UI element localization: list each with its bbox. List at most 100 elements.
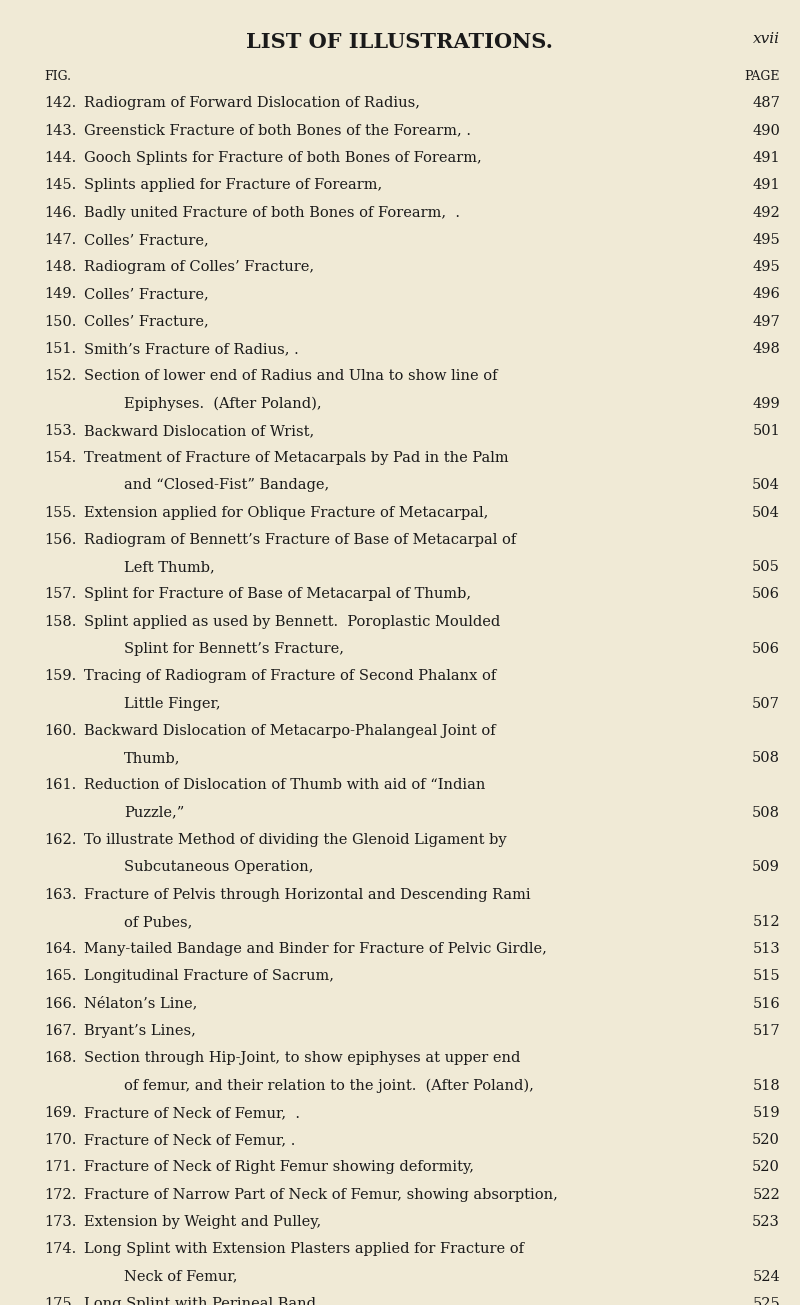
Text: Colles’ Fracture,: Colles’ Fracture, — [84, 315, 209, 329]
Text: 161.: 161. — [44, 779, 76, 792]
Text: Tracing of Radiogram of Fracture of Second Phalanx of: Tracing of Radiogram of Fracture of Seco… — [84, 669, 496, 684]
Text: 504: 504 — [752, 479, 780, 492]
Text: 505: 505 — [752, 560, 780, 574]
Text: 517: 517 — [752, 1024, 780, 1037]
Text: Many-tailed Bandage and Binder for Fracture of Pelvic Girdle,: Many-tailed Bandage and Binder for Fract… — [84, 942, 547, 957]
Text: 520: 520 — [752, 1133, 780, 1147]
Text: 164.: 164. — [44, 942, 76, 957]
Text: of Pubes,: of Pubes, — [124, 915, 192, 929]
Text: Thumb,: Thumb, — [124, 752, 181, 765]
Text: 166.: 166. — [44, 997, 77, 1010]
Text: 154.: 154. — [44, 452, 76, 465]
Text: 499: 499 — [752, 397, 780, 411]
Text: Colles’ Fracture,: Colles’ Fracture, — [84, 287, 209, 301]
Text: 155.: 155. — [44, 505, 76, 519]
Text: Splint for Bennett’s Fracture,: Splint for Bennett’s Fracture, — [124, 642, 344, 656]
Text: Splints applied for Fracture of Forearm,: Splints applied for Fracture of Forearm, — [84, 179, 382, 192]
Text: 513: 513 — [752, 942, 780, 957]
Text: Colles’ Fracture,: Colles’ Fracture, — [84, 232, 209, 247]
Text: 501: 501 — [752, 424, 780, 437]
Text: and “Closed-Fist” Bandage,: and “Closed-Fist” Bandage, — [124, 479, 330, 492]
Text: Splint applied as used by Bennett.  Poroplastic Moulded: Splint applied as used by Bennett. Porop… — [84, 615, 500, 629]
Text: 487: 487 — [752, 97, 780, 111]
Text: 159.: 159. — [44, 669, 76, 684]
Text: 150.: 150. — [44, 315, 76, 329]
Text: 173.: 173. — [44, 1215, 76, 1229]
Text: 143.: 143. — [44, 124, 76, 138]
Text: 152.: 152. — [44, 369, 76, 384]
Text: 163.: 163. — [44, 887, 77, 902]
Text: Radiogram of Colles’ Fracture,: Radiogram of Colles’ Fracture, — [84, 260, 314, 274]
Text: 148.: 148. — [44, 260, 76, 274]
Text: 507: 507 — [752, 697, 780, 711]
Text: 147.: 147. — [44, 232, 76, 247]
Text: Section of lower end of Radius and Ulna to show line of: Section of lower end of Radius and Ulna … — [84, 369, 498, 384]
Text: 498: 498 — [752, 342, 780, 356]
Text: 508: 508 — [752, 752, 780, 765]
Text: 492: 492 — [752, 206, 780, 219]
Text: Nélaton’s Line,: Nélaton’s Line, — [84, 997, 198, 1010]
Text: Fracture of Neck of Femur, .: Fracture of Neck of Femur, . — [84, 1133, 295, 1147]
Text: LIST OF ILLUSTRATIONS.: LIST OF ILLUSTRATIONS. — [246, 31, 554, 52]
Text: 171.: 171. — [44, 1160, 76, 1174]
Text: 496: 496 — [752, 287, 780, 301]
Text: Fracture of Neck of Right Femur showing deformity,: Fracture of Neck of Right Femur showing … — [84, 1160, 474, 1174]
Text: Extension applied for Oblique Fracture of Metacarpal,: Extension applied for Oblique Fracture o… — [84, 505, 488, 519]
Text: Radiogram of Bennett’s Fracture of Base of Metacarpal of: Radiogram of Bennett’s Fracture of Base … — [84, 532, 516, 547]
Text: Backward Dislocation of Wrist,: Backward Dislocation of Wrist, — [84, 424, 314, 437]
Text: 149.: 149. — [44, 287, 76, 301]
Text: Puzzle,”: Puzzle,” — [124, 805, 184, 820]
Text: 520: 520 — [752, 1160, 780, 1174]
Text: Long Splint with Extension Plasters applied for Fracture of: Long Splint with Extension Plasters appl… — [84, 1242, 524, 1257]
Text: 491: 491 — [752, 179, 780, 192]
Text: 153.: 153. — [44, 424, 76, 437]
Text: Little Finger,: Little Finger, — [124, 697, 221, 711]
Text: 160.: 160. — [44, 724, 77, 737]
Text: 167.: 167. — [44, 1024, 76, 1037]
Text: 151.: 151. — [44, 342, 76, 356]
Text: 525: 525 — [752, 1297, 780, 1305]
Text: FIG.: FIG. — [44, 69, 71, 82]
Text: 175.: 175. — [44, 1297, 76, 1305]
Text: 156.: 156. — [44, 532, 76, 547]
Text: 504: 504 — [752, 505, 780, 519]
Text: PAGE: PAGE — [745, 69, 780, 82]
Text: 170.: 170. — [44, 1133, 76, 1147]
Text: xvii: xvii — [753, 31, 780, 46]
Text: Extension by Weight and Pulley,: Extension by Weight and Pulley, — [84, 1215, 322, 1229]
Text: To illustrate Method of dividing the Glenoid Ligament by: To illustrate Method of dividing the Gle… — [84, 833, 506, 847]
Text: Fracture of Narrow Part of Neck of Femur, showing absorption,: Fracture of Narrow Part of Neck of Femur… — [84, 1188, 558, 1202]
Text: Radiogram of Forward Dislocation of Radius,: Radiogram of Forward Dislocation of Radi… — [84, 97, 420, 111]
Text: Gooch Splints for Fracture of both Bones of Forearm,: Gooch Splints for Fracture of both Bones… — [84, 151, 482, 164]
Text: 506: 506 — [752, 587, 780, 602]
Text: 146.: 146. — [44, 206, 76, 219]
Text: 516: 516 — [752, 997, 780, 1010]
Text: Longitudinal Fracture of Sacrum,: Longitudinal Fracture of Sacrum, — [84, 970, 334, 984]
Text: 518: 518 — [752, 1078, 780, 1092]
Text: 168.: 168. — [44, 1052, 77, 1065]
Text: Neck of Femur,: Neck of Femur, — [124, 1270, 238, 1284]
Text: 524: 524 — [752, 1270, 780, 1284]
Text: of femur, and their relation to the joint.  (After Poland),: of femur, and their relation to the join… — [124, 1078, 534, 1094]
Text: 523: 523 — [752, 1215, 780, 1229]
Text: 490: 490 — [752, 124, 780, 138]
Text: 491: 491 — [752, 151, 780, 164]
Text: Fracture of Neck of Femur,  .: Fracture of Neck of Femur, . — [84, 1105, 300, 1120]
Text: Subcutaneous Operation,: Subcutaneous Operation, — [124, 860, 314, 874]
Text: Left Thumb,: Left Thumb, — [124, 560, 214, 574]
Text: 157.: 157. — [44, 587, 76, 602]
Text: 509: 509 — [752, 860, 780, 874]
Text: Long Splint with Perineal Band,: Long Splint with Perineal Band, — [84, 1297, 321, 1305]
Text: 506: 506 — [752, 642, 780, 656]
Text: Bryant’s Lines,: Bryant’s Lines, — [84, 1024, 196, 1037]
Text: 158.: 158. — [44, 615, 76, 629]
Text: Smith’s Fracture of Radius, .: Smith’s Fracture of Radius, . — [84, 342, 298, 356]
Text: Badly united Fracture of both Bones of Forearm,  .: Badly united Fracture of both Bones of F… — [84, 206, 460, 219]
Text: Section through Hip-Joint, to show epiphyses at upper end: Section through Hip-Joint, to show epiph… — [84, 1052, 520, 1065]
Text: Greenstick Fracture of both Bones of the Forearm, .: Greenstick Fracture of both Bones of the… — [84, 124, 471, 138]
Text: Reduction of Dislocation of Thumb with aid of “Indian: Reduction of Dislocation of Thumb with a… — [84, 779, 486, 792]
Text: 142.: 142. — [44, 97, 76, 111]
Text: 165.: 165. — [44, 970, 76, 984]
Text: Treatment of Fracture of Metacarpals by Pad in the Palm: Treatment of Fracture of Metacarpals by … — [84, 452, 509, 465]
Text: 169.: 169. — [44, 1105, 76, 1120]
